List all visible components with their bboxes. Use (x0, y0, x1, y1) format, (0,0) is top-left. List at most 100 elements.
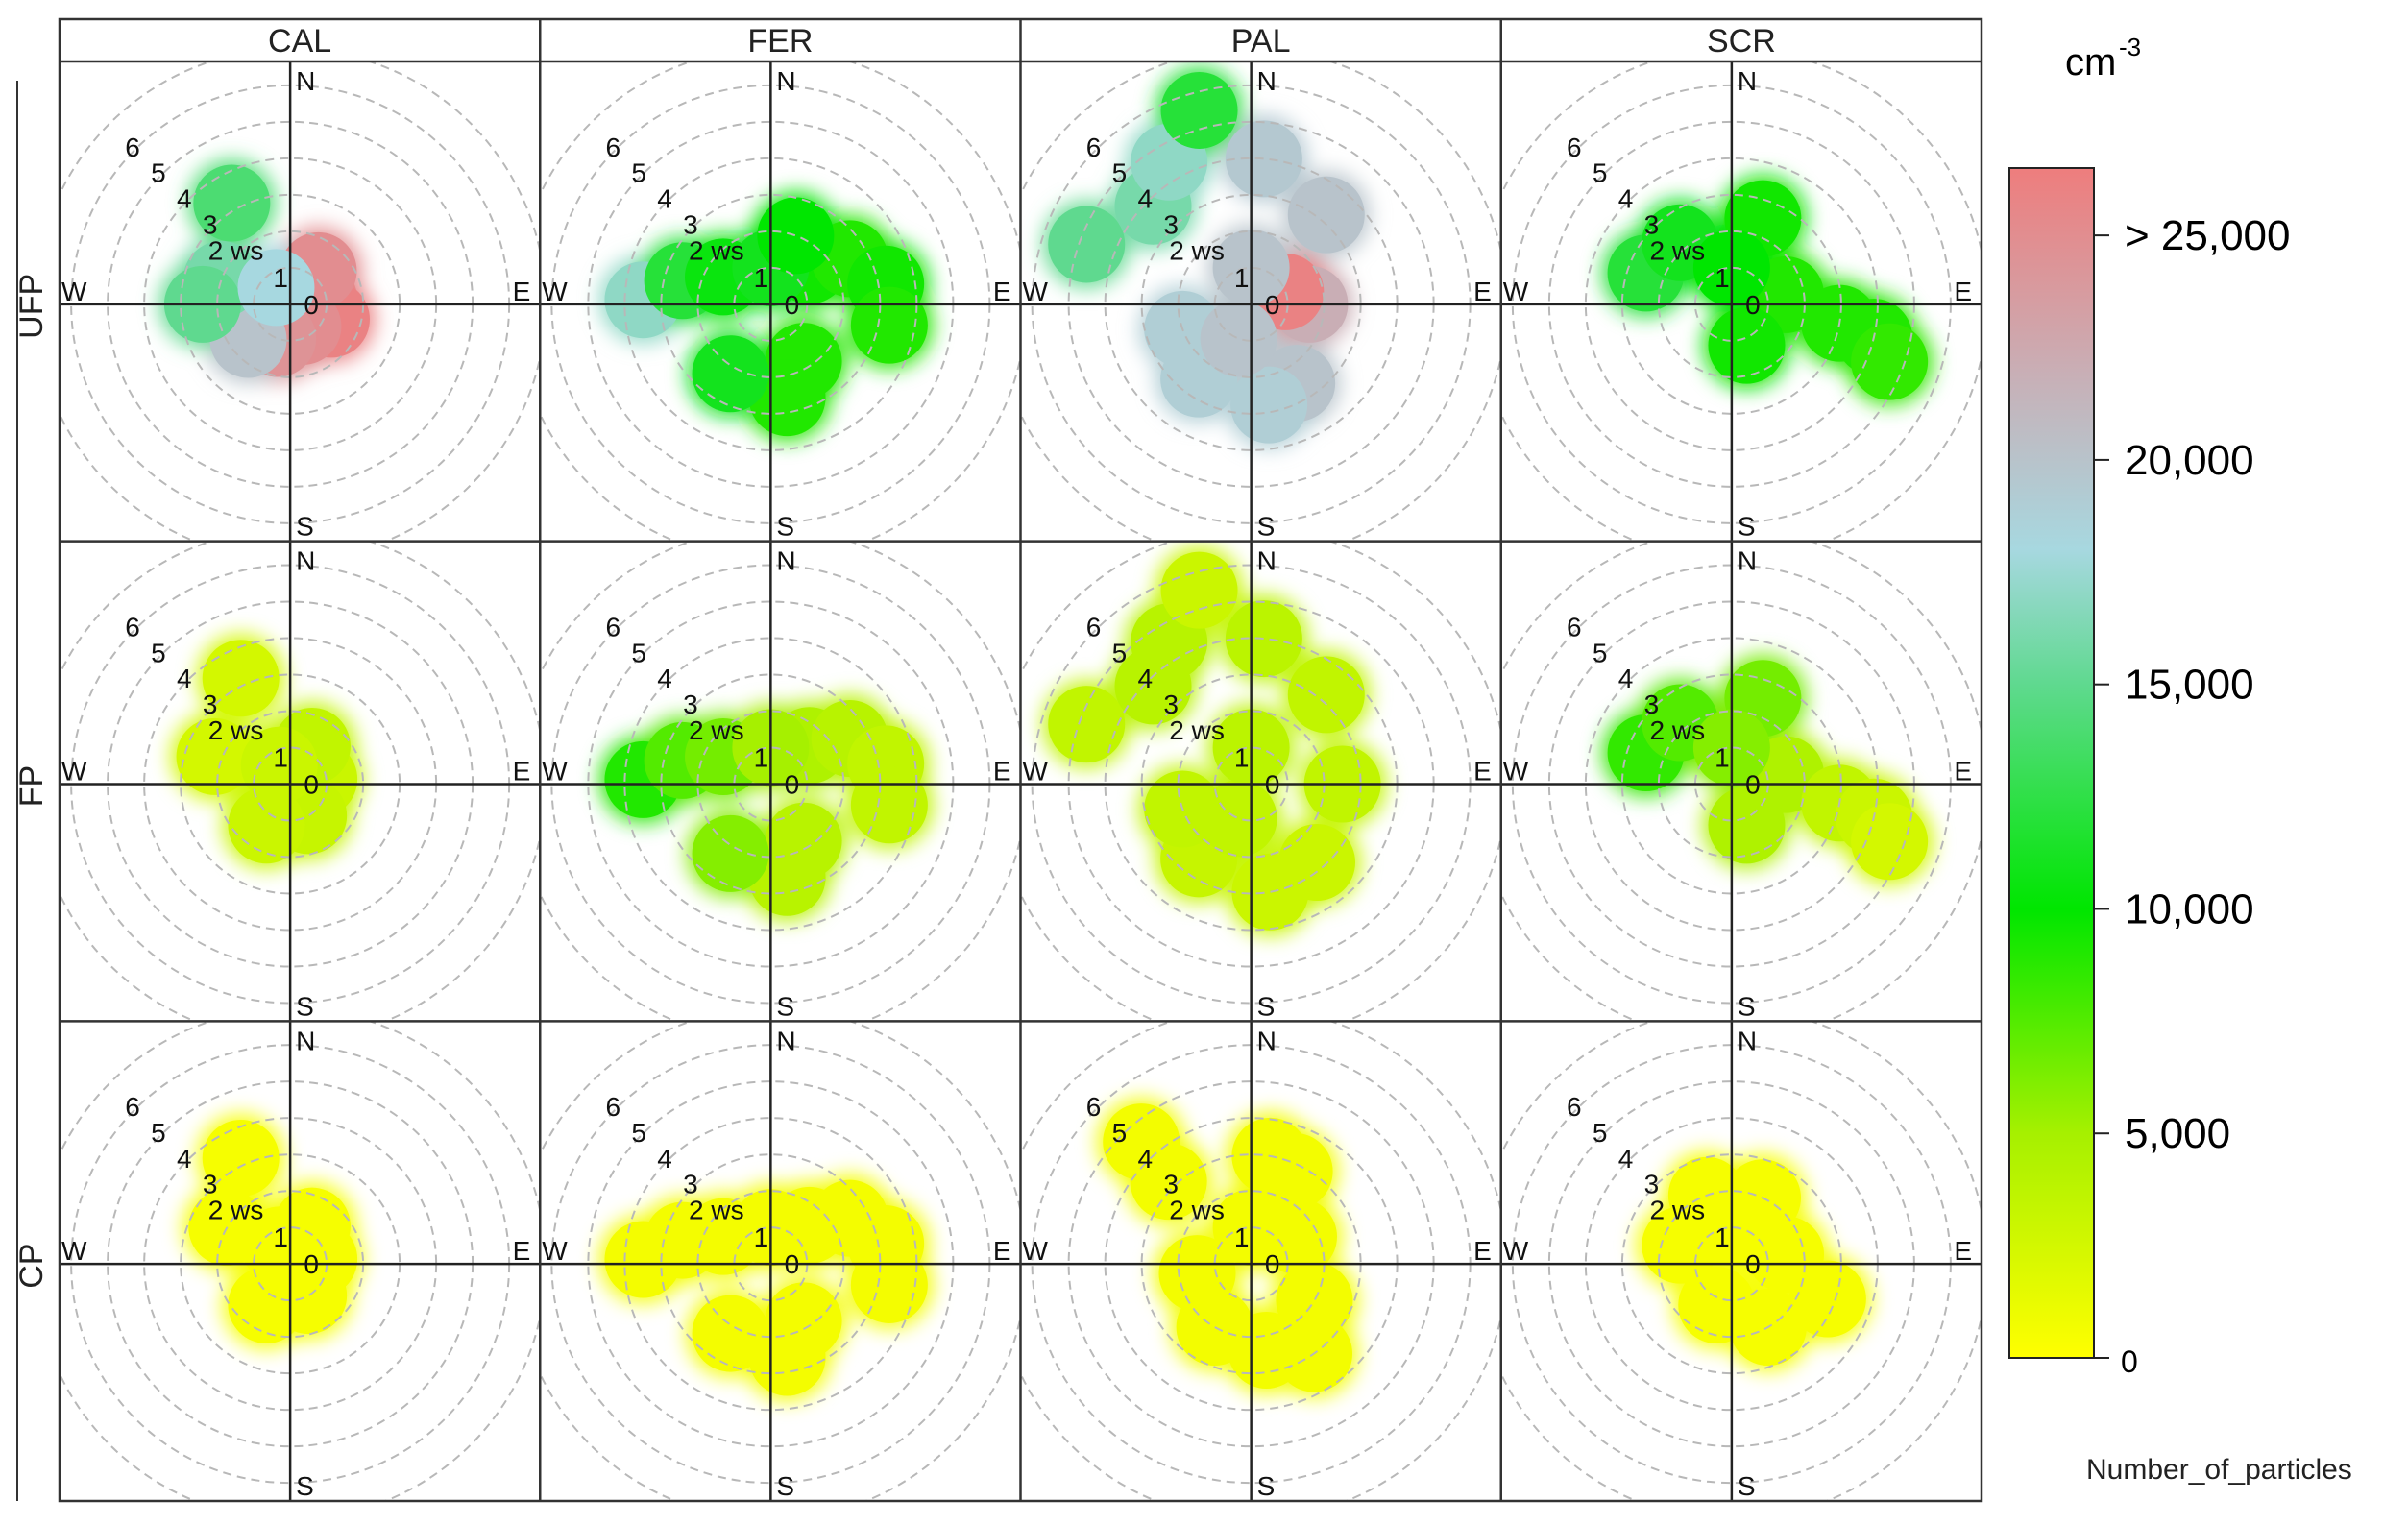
direction-label-w: W (1503, 277, 1529, 306)
ring-label: 2 ws (689, 1196, 744, 1225)
direction-label-e: E (513, 1236, 531, 1266)
direction-label-s: S (776, 1471, 794, 1501)
direction-label-e: E (1473, 1236, 1492, 1266)
data-blob (1048, 206, 1126, 283)
direction-label-e: E (1954, 277, 1972, 306)
data-blob (193, 164, 271, 242)
direction-label-w: W (1503, 1236, 1529, 1266)
ring-label: 6 (125, 133, 140, 162)
direction-label-w: W (542, 1236, 568, 1266)
ring-label: 1 (273, 1222, 288, 1252)
direction-label-w: W (61, 277, 87, 306)
ring-label: 4 (177, 664, 192, 693)
colorbar-tick-label: 15,000 (2125, 662, 2254, 709)
data-blob (1678, 1267, 1756, 1344)
ring-label: 2 ws (1650, 715, 1706, 745)
direction-label-w: W (61, 757, 87, 787)
ring-label: 5 (631, 638, 646, 667)
ring-label: 5 (631, 1118, 646, 1148)
data-blob (692, 814, 769, 892)
data-blob (1708, 787, 1786, 864)
direction-label-w: W (542, 757, 568, 787)
ring-label: 6 (606, 133, 621, 162)
direction-label-w: W (1023, 1236, 1049, 1266)
ring-label: 3 (683, 209, 698, 239)
ring-label: 0 (785, 1249, 800, 1279)
data-blob (202, 1119, 280, 1197)
data-blob (757, 197, 835, 275)
direction-label-e: E (993, 277, 1011, 306)
ring-label: 5 (631, 158, 646, 188)
direction-label-w: W (542, 277, 568, 306)
ring-label: 6 (1567, 1092, 1582, 1122)
ring-label: 5 (151, 638, 166, 667)
data-blob (850, 766, 928, 844)
direction-label-n: N (296, 1026, 315, 1055)
ring-label: 1 (754, 1222, 769, 1252)
data-blob (1287, 656, 1365, 734)
data-blob (1788, 1260, 1866, 1338)
ring-label: 6 (1086, 133, 1102, 162)
ring-label: 1 (1715, 743, 1730, 773)
direction-label-n: N (296, 546, 315, 576)
ring-label: 2 ws (689, 235, 744, 265)
frame-layer (16, 17, 1983, 1503)
data-blob (202, 640, 280, 717)
direction-label-n: N (296, 66, 315, 96)
direction-label-e: E (1473, 757, 1492, 787)
colorbar-tick-label: > 25,000 (2125, 212, 2291, 259)
direction-label-s: S (776, 991, 794, 1021)
colorbar-gradient (2008, 167, 2095, 1359)
data-blob (1225, 120, 1302, 198)
ring-label: 6 (606, 1092, 621, 1122)
ring-label: 1 (273, 743, 288, 773)
direction-label-e: E (513, 757, 531, 787)
ring-label: 5 (1112, 1118, 1128, 1148)
direction-label-n: N (1257, 1026, 1277, 1055)
direction-label-s: S (776, 512, 794, 542)
direction-label-w: W (61, 1236, 87, 1266)
ring-label: 1 (1715, 263, 1730, 293)
ring-label: 2 ws (1169, 235, 1225, 265)
ring-label: 4 (657, 664, 672, 693)
ring-label: 0 (1745, 1249, 1761, 1279)
direction-label-s: S (296, 991, 314, 1021)
data-blob (1200, 780, 1277, 858)
data-blob (1230, 366, 1308, 444)
ring-label: 2 ws (1169, 1196, 1225, 1225)
data-blob (1200, 300, 1277, 377)
colorbar-tick-label: 20,000 (2125, 437, 2254, 484)
ring-label: 6 (125, 612, 140, 641)
direction-label-s: S (1738, 1471, 1756, 1501)
column-label-scr: SCR (1707, 23, 1776, 60)
data-blob (1160, 551, 1238, 629)
colorbar-tick-label: 5,000 (2125, 1110, 2230, 1157)
direction-label-n: N (1257, 546, 1277, 576)
ring-label: 4 (1618, 1144, 1634, 1174)
data-blob (692, 1295, 769, 1372)
ring-label: 5 (1112, 158, 1128, 188)
ring-label: 6 (125, 1092, 140, 1122)
data-blob (228, 787, 305, 864)
ring-label: 4 (1138, 1144, 1154, 1174)
ring-label: 3 (1644, 1170, 1660, 1199)
ring-label: 0 (1265, 1249, 1280, 1279)
colorbar-unit-superscript: -3 (2119, 33, 2141, 61)
ring-label: 2 ws (208, 1196, 264, 1225)
ring-label: 3 (1644, 209, 1660, 239)
ring-label: 0 (785, 290, 800, 320)
colorbar-tick-label: 0 (2121, 1344, 2138, 1379)
ring-label: 1 (1715, 1222, 1730, 1252)
ring-label: 0 (304, 290, 319, 320)
ring-label: 0 (1745, 770, 1761, 800)
ring-label: 1 (754, 743, 769, 773)
column-label-cal: CAL (268, 23, 331, 60)
ring-label: 4 (177, 184, 192, 214)
